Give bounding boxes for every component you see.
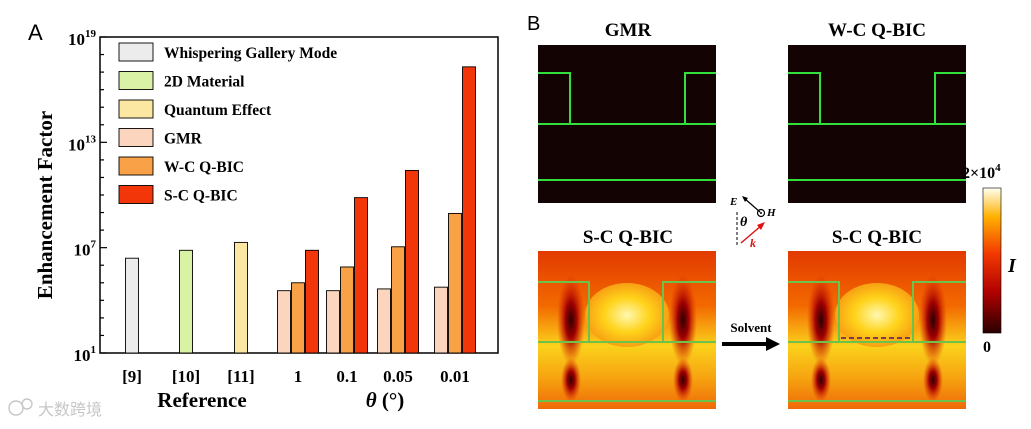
theta-symbol: θ [366,388,377,412]
x-tick-labels: [9] [10] [11] 1 0.1 0.05 0.01 [122,367,470,386]
bar-0.01-s3 [434,286,448,354]
x-tick-label: [10] [172,367,200,386]
y-axis-title: Enhancement Factor [33,111,57,299]
gmr-field-map [538,45,716,203]
legend-label: W-C Q-BIC [164,159,244,176]
watermark-icon [8,400,24,416]
legend-swatch [118,185,154,204]
solvent-arrow: Solvent [722,320,780,351]
solvent-label: Solvent [730,320,772,335]
inset-e-label: E [729,196,737,208]
watermark-text: 大数跨境 [38,400,102,419]
bar-1-s4 [291,282,305,354]
title-sc-qbic-left: S-C Q-BIC [583,227,673,248]
legend-swatch [118,71,154,90]
colorbar-min-label: 0 [983,339,991,356]
legend-label: Quantum Effect [164,102,272,119]
x-axis-title-reference: Reference [157,388,246,412]
panel-b-label: B [527,13,540,35]
x-tick-label: [9] [122,367,142,386]
colorbar-max-label: 2×104 [962,162,1001,182]
bar-[10]-s1 [179,249,193,354]
inset-h-label: H [766,207,776,219]
polarization-inset: E H θ k [729,196,776,250]
inset-k-label: k [750,236,756,250]
legend-swatch [118,42,154,62]
sc-field-map-right [788,251,966,409]
title-sc-qbic-right: S-C Q-BIC [832,227,922,248]
h-field-symbol [756,208,766,218]
legend-label: S-C Q-BIC [164,188,238,205]
colorbar: 2×104 0 I [962,162,1017,356]
y-tick-label: 107 [74,239,97,260]
legend: Whispering Gallery Mode 2D Material Quantu… [118,42,337,205]
x-tick-label: [11] [227,367,254,386]
theta-unit: (°) [377,388,405,412]
bar-0.01-s5 [462,66,476,354]
inset-theta-label: θ [740,215,748,230]
legend-label: Whispering Gallery Mode [164,45,337,62]
bars [125,66,476,354]
y-tick-label: 1019 [68,28,97,49]
y-ticks: 101 107 1013 1019 [68,28,107,365]
wc-field-map [788,45,966,203]
bar-0.05-s5 [405,169,419,354]
e-field-arrowhead [742,196,748,202]
bar-[11]-s2 [234,241,248,354]
k-vector-arrowhead [757,222,765,230]
x-tick-label: 0.01 [440,367,470,386]
x-tick-label: 0.1 [336,367,357,386]
x-tick-label: 0.05 [383,367,413,386]
x-axis-title-theta: θ (°) [366,388,405,412]
bar-0.05-s3 [377,288,391,354]
bar-0.1-s4 [340,266,354,354]
y-tick-label: 101 [74,344,97,365]
watermark: 大数跨境 [8,398,102,419]
colorbar-gradient [982,187,1002,334]
legend-swatch [118,99,154,119]
bar-1-s5 [305,249,319,354]
bar-0.05-s4 [391,246,405,354]
title-gmr: GMR [605,20,652,41]
bar-0.1-s3 [326,290,340,354]
bar-0.1-s5 [354,197,368,354]
title-wc-qbic: W-C Q-BIC [828,20,926,41]
bar-[9]-s0 [125,257,139,354]
legend-swatch [118,128,154,147]
y-tick-label: 1013 [68,133,97,154]
colorbar-variable: I [1007,255,1017,277]
legend-label: 2D Material [164,74,245,91]
x-tick-label: 1 [294,367,303,386]
bar-0.01-s4 [448,212,462,354]
legend-label: GMR [164,131,203,148]
sc-field-map-left [538,251,716,409]
panel-a-label: A [28,20,43,45]
bar-1-s3 [277,290,291,354]
k-vector-arrow [740,224,763,244]
e-field-arrow [743,197,761,213]
legend-swatch [118,156,154,176]
